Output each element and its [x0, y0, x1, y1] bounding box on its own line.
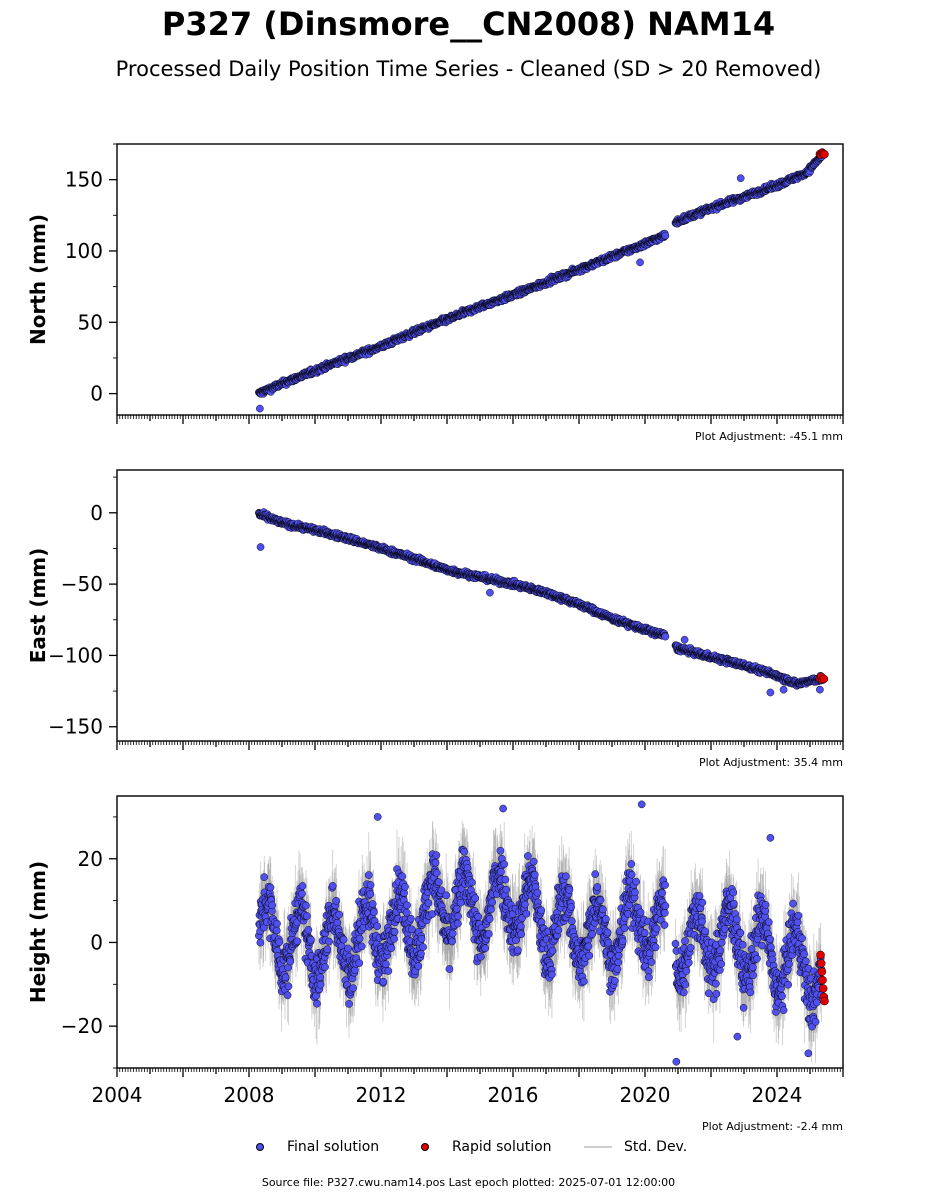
- page-subtitle: Processed Daily Position Time Series - C…: [115, 57, 822, 81]
- final-solution-points: [255, 508, 826, 697]
- final-solution-point: [661, 231, 670, 240]
- rapid-solution-point: [820, 150, 829, 159]
- page-title: P327 (Dinsmore__CN2008) NAM14: [161, 5, 776, 43]
- final-solution-point: [736, 174, 745, 183]
- final-solution-point: [256, 404, 264, 413]
- chart-panel-1: 0 50 100 150 North (mm) Plot Adjustment: -45.…: [26, 143, 844, 443]
- y-axis-label: North (mm): [26, 214, 50, 345]
- final-solution-points: [255, 152, 826, 413]
- plot-area: [255, 148, 829, 413]
- x-axis-ticks: [116, 415, 844, 424]
- y-tick-label: 150: [65, 168, 103, 192]
- y-tick-label: 100: [65, 239, 103, 263]
- final-solution-point: [636, 258, 644, 267]
- axes-frame: [116, 143, 844, 416]
- y-tick-label: 0: [90, 382, 103, 406]
- y-tick-label: 50: [78, 310, 103, 334]
- plot-area: [255, 508, 829, 697]
- plot-adjustment-note: Plot Adjustment: -45.1 mm: [695, 430, 843, 443]
- y-axis-ticks: [109, 143, 117, 395]
